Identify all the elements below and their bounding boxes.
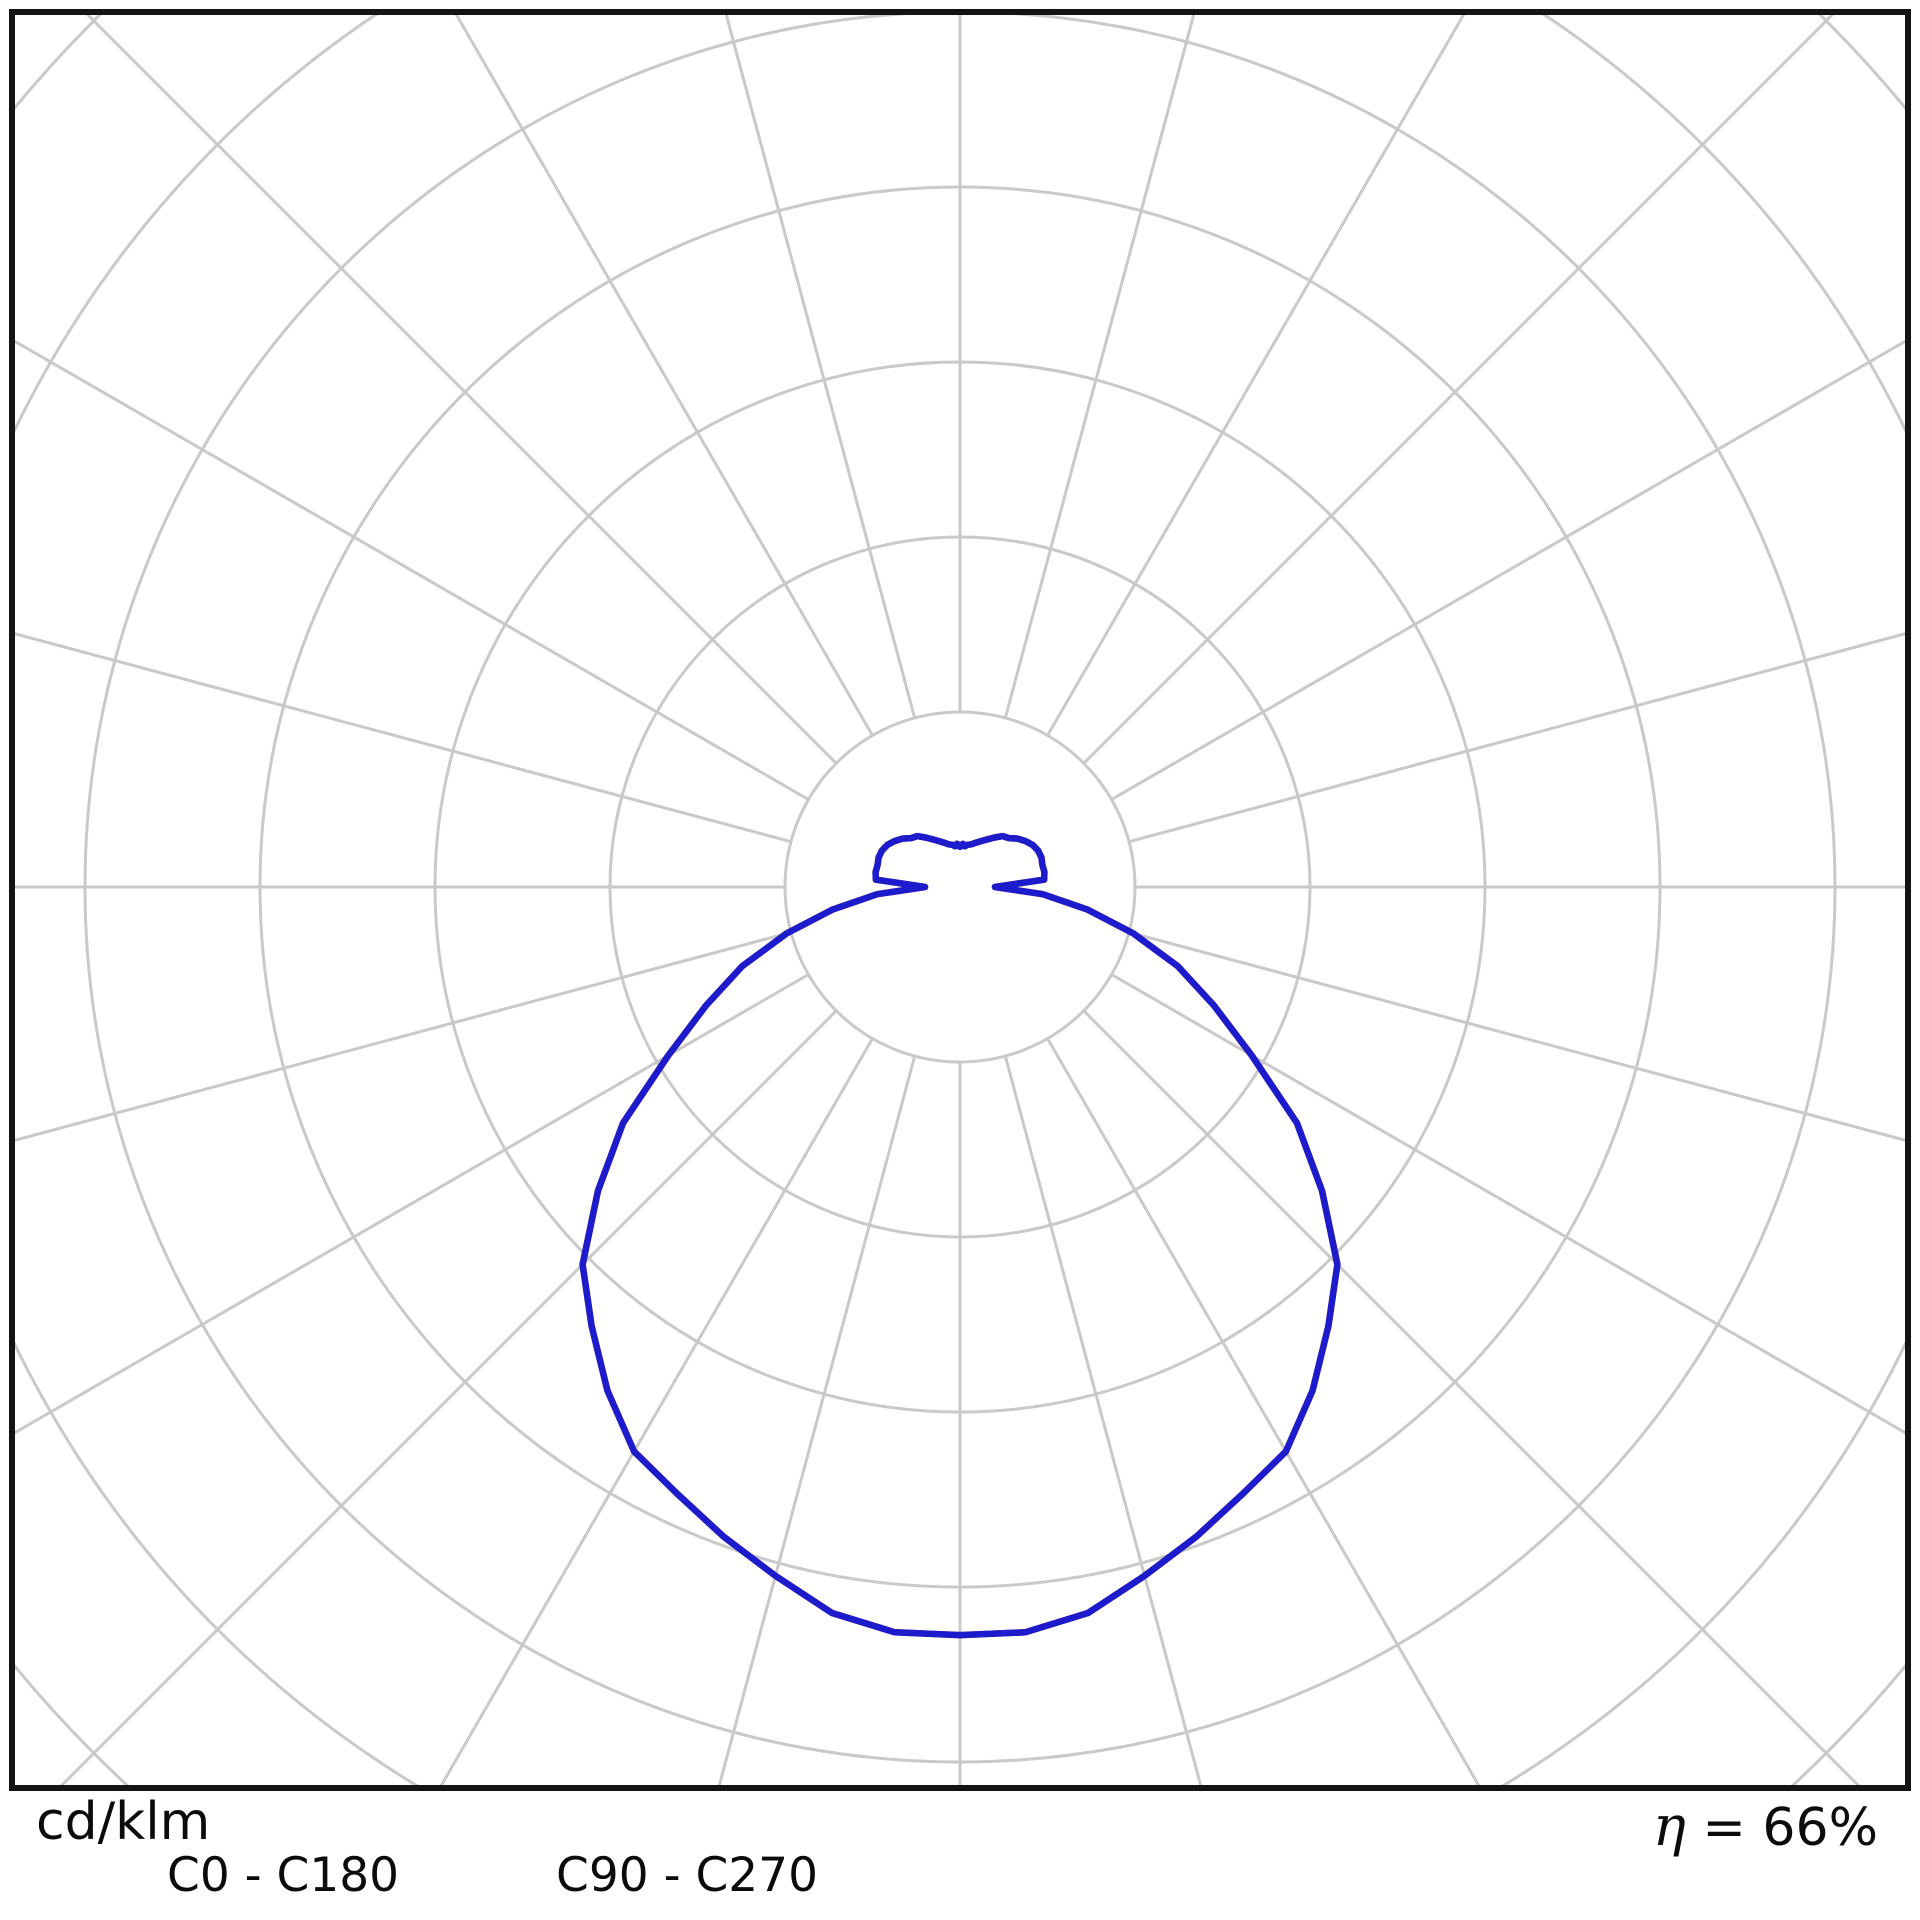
- angular-gridline-75: [1128, 930, 1908, 1143]
- light-output-ratio-label: η = 66%: [1653, 1794, 1878, 1858]
- legend-swatch-c0-c180: [30, 1868, 155, 1876]
- angular-gridline-75: [12, 930, 792, 1143]
- angular-gridline-105: [12, 631, 792, 844]
- legend-label-c90-c270: C90 - C270: [556, 1848, 818, 1903]
- eta-value: = 66%: [1702, 1798, 1878, 1858]
- legend-label-c0-c180: C0 - C180: [167, 1848, 400, 1903]
- angular-gridline-135: [1082, 12, 1838, 765]
- angular-gridline-135: [82, 12, 838, 765]
- angular-gridline-120: [12, 337, 810, 801]
- angular-gridline-15: [1003, 1055, 1203, 1788]
- angular-gridline-30: [438, 1037, 874, 1788]
- angular-gridline-60: [12, 973, 810, 1437]
- legend: C0 - C180 C90 - C270: [0, 1848, 1920, 1903]
- angular-gridline-165: [723, 12, 917, 719]
- curves: [579, 832, 1341, 1639]
- angular-gridline-150: [1046, 12, 1467, 737]
- angular-gridline-60: [1110, 973, 1908, 1437]
- curve-c90-c270: [579, 832, 1341, 1639]
- radial-unit-label: cd/klm: [36, 1792, 211, 1852]
- angular-gridline-45: [56, 1009, 838, 1788]
- legend-swatch-c90-c270: [416, 1868, 541, 1876]
- angular-gridline-105: [1128, 631, 1908, 844]
- angular-gridline-30: [1046, 1037, 1482, 1788]
- eta-symbol: η: [1652, 1794, 1686, 1858]
- angular-gridline-120: [1110, 337, 1908, 801]
- angular-gridline-15: [717, 1055, 917, 1788]
- plot-border: [9, 9, 1911, 1791]
- angular-gridline-150: [453, 12, 874, 737]
- angular-gridline-165: [1003, 12, 1197, 719]
- angular-gridline-45: [1082, 1009, 1864, 1788]
